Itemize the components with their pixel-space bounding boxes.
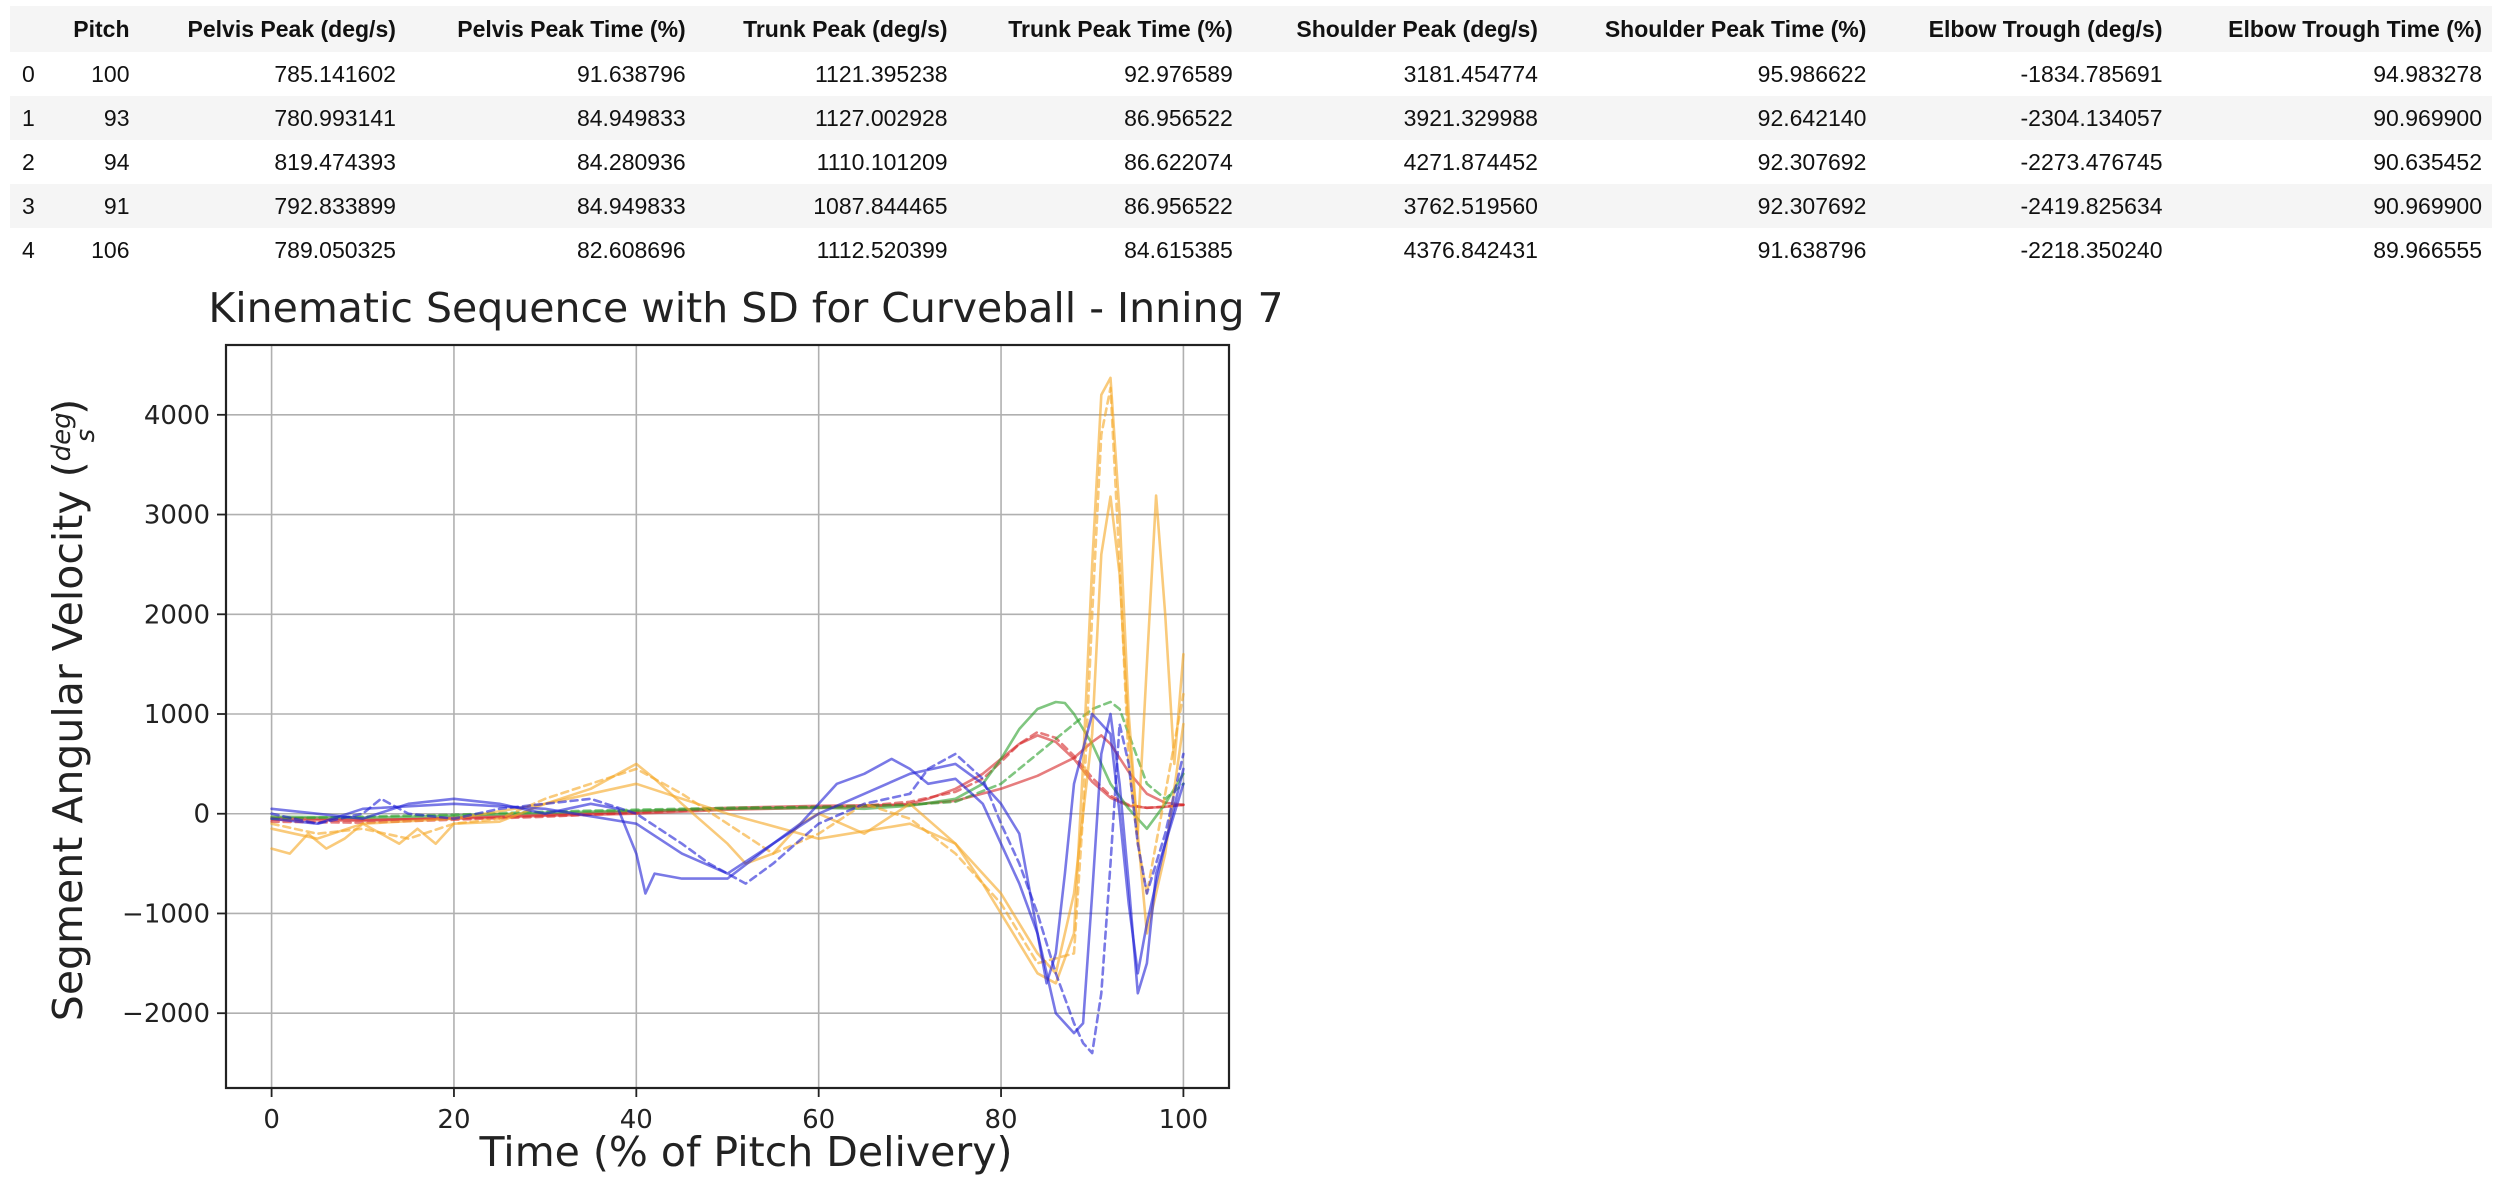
y-tick-label: 4000	[144, 401, 210, 431]
kinematic-peaks-table: Pitch Pelvis Peak (deg/s) Pelvis Peak Ti…	[10, 6, 2492, 272]
table-cell: 89.966555	[2373, 236, 2482, 263]
table-cell: 3762.519560	[1403, 192, 1538, 219]
table-cell: 780.993141	[274, 104, 396, 131]
table-cell: 90.635452	[2373, 148, 2482, 175]
table-cell: 91.638796	[576, 60, 686, 87]
table-cell: 1127.002928	[814, 104, 948, 131]
table-cell: 94	[103, 148, 130, 175]
y-tick-label: 3000	[144, 501, 210, 531]
pelvis-series-line	[270, 734, 1185, 821]
row-index: 1	[22, 104, 35, 131]
x-axis-title: Time (% of Pitch Delivery)	[479, 1128, 1013, 1176]
table-cell: 92.642140	[1757, 104, 1867, 131]
trunk-series-line	[270, 700, 1185, 820]
table-cell: 82.608696	[576, 236, 686, 263]
column-header-trunk-peak-time: Trunk Peak Time (%)	[1008, 15, 1233, 42]
elbow-series-line	[270, 712, 1185, 1035]
table-row: 0 100 785.141602 91.638796 1121.395238 9…	[10, 52, 2492, 96]
chart-ticks: 0 20 40 60 80 100 −2000 −1000 0 1000 2000 3000 4000	[122, 401, 1208, 1135]
table-cell: 92.307692	[1757, 192, 1867, 219]
table-cell: 1110.101209	[816, 148, 948, 175]
column-header-shoulder-peak: Shoulder Peak (deg/s)	[1296, 15, 1538, 42]
row-index: 0	[22, 60, 35, 87]
table-cell: 93	[103, 104, 130, 131]
table-cell: 84.949833	[576, 192, 686, 219]
table-cell: 91.638796	[1757, 236, 1867, 263]
table-cell: 86.956522	[1124, 192, 1233, 219]
shoulder-series-line	[270, 495, 1185, 975]
row-index: 3	[22, 192, 35, 219]
y-tick-label: −2000	[122, 999, 210, 1029]
table-cell: -1834.785691	[2020, 60, 2163, 87]
table-cell: 3181.454774	[1403, 60, 1538, 87]
table-cell: 94.983278	[2373, 60, 2482, 87]
table-cell: 86.622074	[1124, 148, 1233, 175]
table-cell: 84.949833	[576, 104, 686, 131]
x-tick-label: 0	[263, 1105, 280, 1135]
plot-frame	[224, 343, 1231, 1090]
row-index: 2	[22, 148, 35, 175]
column-header-pitch: Pitch	[73, 15, 130, 42]
table-cell: -2218.350240	[2020, 236, 2163, 263]
table-cell: 92.976589	[1124, 60, 1233, 87]
column-header-pelvis-peak: Pelvis Peak (deg/s)	[187, 15, 396, 42]
shoulder-series-line	[270, 376, 1185, 985]
row-index: 4	[22, 236, 35, 263]
table-cell: 792.833899	[274, 192, 396, 219]
y-tick-label: 1000	[144, 700, 210, 730]
elbow-series-line	[270, 722, 1185, 1055]
table-cell: -2419.825634	[2020, 192, 2163, 219]
table-cell: 90.969900	[2373, 104, 2482, 131]
table-cell: 789.050325	[274, 236, 396, 263]
table-cell: 84.280936	[576, 148, 686, 175]
table-cell: 785.141602	[274, 60, 396, 87]
dataframe-output: Pitch Pelvis Peak (deg/s) Pelvis Peak Ti…	[10, 6, 2492, 272]
elbow-series-line	[270, 712, 1185, 985]
x-tick-label: 60	[802, 1105, 835, 1135]
x-tick-label: 20	[437, 1105, 470, 1135]
chart-title: Kinematic Sequence with SD for Curveball…	[208, 284, 1280, 332]
table-cell: 4376.842431	[1403, 236, 1538, 263]
trunk-series-line	[270, 700, 1185, 830]
y-axis-title: Segment Angular Velocity (degs)	[44, 399, 101, 1021]
column-header-elbow-trough-time: Elbow Trough Time (%)	[2228, 15, 2482, 42]
chart-series	[270, 376, 1185, 1055]
column-header-shoulder-peak-time: Shoulder Peak Time (%)	[1604, 15, 1867, 42]
x-tick-label: 100	[1159, 1105, 1209, 1135]
x-tick-label: 40	[620, 1105, 653, 1135]
table-cell: 84.615385	[1124, 236, 1233, 263]
kinematic-sequence-chart: Kinematic Sequence with SD for Curveball…	[0, 270, 1280, 1186]
table-header-row: Pitch Pelvis Peak (deg/s) Pelvis Peak Ti…	[10, 6, 2492, 52]
table-row: 1 93 780.993141 84.949833 1127.002928 86…	[10, 96, 2492, 140]
y-tick-label: −1000	[122, 899, 210, 929]
column-header-pelvis-peak-time: Pelvis Peak Time (%)	[457, 15, 686, 42]
column-header-index	[10, 6, 51, 52]
column-header-trunk-peak: Trunk Peak (deg/s)	[743, 15, 948, 42]
table-cell: 90.969900	[2373, 192, 2482, 219]
table-cell: -2304.134057	[2020, 104, 2163, 131]
table-cell: 1112.520399	[816, 236, 948, 263]
table-cell: 95.986622	[1757, 60, 1867, 87]
table-cell: 4271.874452	[1403, 148, 1538, 175]
table-cell: 1087.844465	[813, 192, 948, 219]
table-cell: 100	[91, 60, 130, 87]
table-cell: 92.307692	[1757, 148, 1867, 175]
x-tick-label: 80	[984, 1105, 1017, 1135]
chart-canvas: Kinematic Sequence with SD for Curveball…	[44, 284, 1280, 1176]
table-cell: 91	[103, 192, 130, 219]
table-row: 4 106 789.050325 82.608696 1112.520399 8…	[10, 228, 2492, 272]
table-cell: 106	[91, 236, 130, 263]
table-cell: 86.956522	[1124, 104, 1233, 131]
table-row: 2 94 819.474393 84.280936 1110.101209 86…	[10, 140, 2492, 184]
table-cell: 1121.395238	[814, 60, 948, 87]
table-cell: -2273.476745	[2020, 148, 2163, 175]
y-tick-label: 0	[193, 800, 210, 830]
table-row: 3 91 792.833899 84.949833 1087.844465 86…	[10, 184, 2492, 228]
table-cell: 3921.329988	[1403, 104, 1538, 131]
column-header-elbow-trough: Elbow Trough (deg/s)	[1928, 15, 2163, 42]
table-cell: 819.474393	[274, 148, 396, 175]
y-tick-label: 2000	[144, 600, 210, 630]
chart-grid	[226, 345, 1229, 1088]
